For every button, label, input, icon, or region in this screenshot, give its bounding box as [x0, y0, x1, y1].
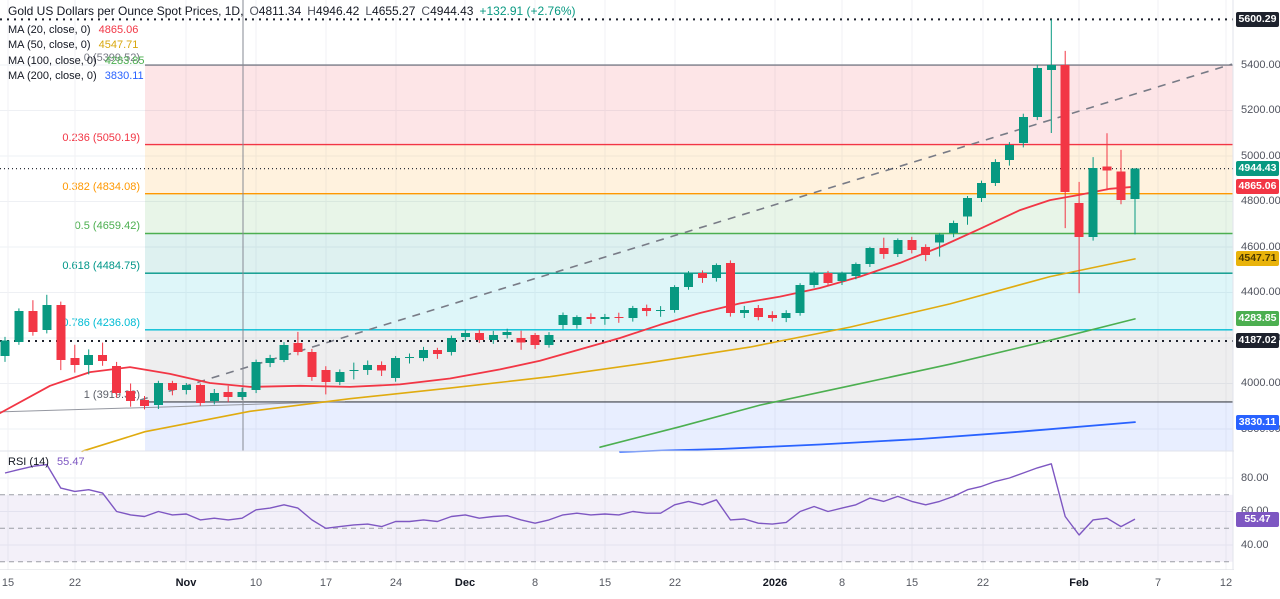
price-badge: 4283.85: [1236, 311, 1279, 326]
fib-label: 0.5 (4659.42): [74, 220, 140, 232]
time-tick: 8: [838, 577, 846, 589]
price-badge: 4187.02: [1236, 333, 1279, 348]
time-tick: 15: [598, 577, 612, 589]
price-badge: 4547.71: [1236, 251, 1279, 266]
time-tick: Nov: [175, 577, 197, 589]
rsi-legend-name: RSI: [8, 456, 27, 468]
rsi-legend-value: 55.47: [57, 456, 85, 468]
rsi-badge: 55.47: [1236, 512, 1279, 527]
rsi-legend-row[interactable]: RSI (14) 55.47: [8, 456, 85, 468]
price-badge: 4944.43: [1236, 161, 1279, 176]
price-tick: 4000.00: [1241, 377, 1280, 389]
time-tick: 15: [905, 577, 919, 589]
chart-legend: Gold US Dollars per Ounce Spot Prices, 1…: [8, 4, 576, 82]
ma50-legend-value: 4547.71: [98, 39, 139, 51]
change-value: +132.91 (+2.76%): [479, 4, 576, 18]
ohlc-key: C: [421, 4, 431, 18]
time-axis[interactable]: 15 22 Nov 10 17 24 Dec 8 15 22 2026 8 15 22 Feb 7 12: [0, 570, 1280, 599]
time-tick: 15: [1, 577, 15, 589]
price-tick: 5400.00: [1241, 59, 1280, 71]
price-badge: 5600.29: [1236, 12, 1279, 27]
ohlc-key: H: [307, 4, 316, 18]
fib-label: 0.618 (4484.75): [62, 260, 140, 272]
time-tick: Feb: [1069, 577, 1089, 589]
ma20-legend-label: MA (20, close, 0): [8, 23, 91, 36]
rsi-tick: 80.00: [1241, 472, 1269, 484]
ma200-legend-row[interactable]: MA (200, close, 0) 3830.11: [8, 70, 576, 82]
rsi-legend-params: (14): [29, 456, 49, 468]
time-tick: 22: [976, 577, 990, 589]
time-tick: 12: [1219, 577, 1233, 589]
ma50-legend-row[interactable]: MA (50, close, 0) 4547.71: [8, 39, 576, 51]
price-tick: 4400.00: [1241, 286, 1280, 298]
ma200-legend-label: MA (200, close, 0): [8, 70, 97, 82]
ohlc-value: 4944.43: [430, 4, 474, 18]
time-tick: 7: [1154, 577, 1162, 589]
fib-label: 0.786 (4236.08): [62, 317, 140, 329]
symbol-title: Gold US Dollars per Ounce Spot Prices, 1…: [8, 4, 244, 18]
price-tick: 4600.00: [1241, 241, 1280, 253]
ma20-legend-value: 4865.06: [98, 23, 139, 36]
time-tick: 24: [389, 577, 403, 589]
fib-label: 0 (5399.52): [83, 52, 140, 64]
time-tick: 8: [531, 577, 539, 589]
ma50-legend-label: MA (50, close, 0): [8, 39, 91, 51]
time-tick: Dec: [454, 577, 476, 589]
ma20-legend-row[interactable]: MA (20, close, 0) 4865.06: [8, 24, 576, 36]
time-tick: 22: [68, 577, 82, 589]
rsi-tick: 40.00: [1241, 539, 1269, 551]
price-tick: 5200.00: [1241, 104, 1280, 116]
ohlc-key: O: [249, 4, 259, 18]
ma100-legend-label: MA (100, close, 0): [8, 54, 97, 67]
price-badge: 3830.11: [1236, 415, 1279, 430]
price-axis[interactable]: 5400.00 5200.00 5000.00 4800.00 4600.00 4400.…: [1234, 0, 1280, 570]
ma200-legend-value: 3830.11: [104, 70, 144, 82]
time-tick: 17: [319, 577, 333, 589]
ohlc-key: L: [365, 4, 373, 18]
time-tick: 22: [668, 577, 682, 589]
fib-label: 0.236 (5050.19): [62, 132, 140, 144]
time-tick: 10: [249, 577, 263, 589]
ohlc-value: 4811.34: [258, 4, 302, 18]
price-tick: 5000.00: [1241, 150, 1280, 162]
ma100-legend-value: 4283.85: [104, 54, 145, 67]
ohlc-values: O4811.34 H4946.42 L4655.27 C4944.43: [243, 4, 473, 18]
fib-label: 0.382 (4834.08): [62, 181, 140, 193]
ma100-legend-row[interactable]: MA (100, close, 0) 4283.85: [8, 55, 576, 67]
price-badge: 4865.06: [1236, 179, 1279, 194]
ohlc-value: 4655.27: [372, 4, 416, 18]
fib-label: 1 (3919.32): [83, 389, 140, 401]
ohlc-value: 4946.42: [315, 4, 360, 18]
symbol-title-row[interactable]: Gold US Dollars per Ounce Spot Prices, 1…: [8, 4, 576, 20]
price-tick: 4800.00: [1241, 195, 1280, 207]
time-tick: 2026: [762, 577, 788, 589]
